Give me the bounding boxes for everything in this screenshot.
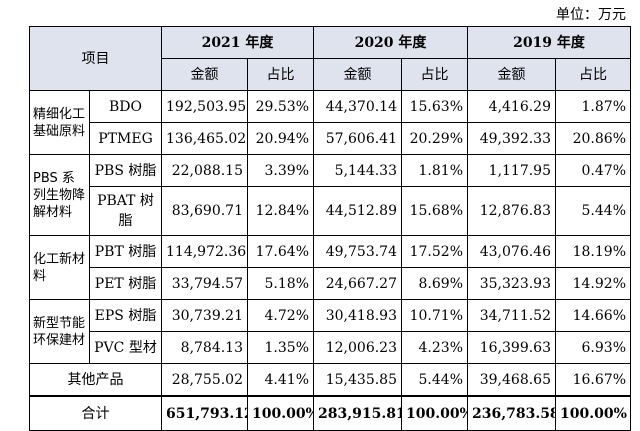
cell-value: 18.19% xyxy=(555,235,631,268)
cell-value: 30,739.21 xyxy=(161,299,248,332)
cell-value: 12,876.83 xyxy=(467,186,556,236)
table-row-total: 合计 651,793.12 100.00% 283,915.81 100.00%… xyxy=(29,395,631,431)
header-ratio: 占比 xyxy=(247,58,314,91)
cell-value: 35,323.93 xyxy=(467,267,556,300)
cell-value: 8.69% xyxy=(401,267,468,300)
cell-value: 28,755.02 xyxy=(161,363,248,397)
cell-value: 44,370.14 xyxy=(313,90,402,123)
product-name: BDO xyxy=(89,90,162,123)
cell-value: 15,435.85 xyxy=(313,363,402,397)
unit-label: 单位：万元 xyxy=(556,7,626,23)
total-value: 283,915.81 xyxy=(313,395,402,431)
category-fine-chemical: 精细化工基础原料 xyxy=(29,90,90,155)
other-products-label: 其他产品 xyxy=(29,363,162,397)
cell-value: 8,784.13 xyxy=(161,331,248,364)
header-ratio: 占比 xyxy=(401,58,468,91)
cell-value: 1.87% xyxy=(555,90,631,123)
table-row: 精细化工基础原料 BDO 192,503.95 29.53% 44,370.14… xyxy=(29,90,631,155)
cell-value: 3.39% xyxy=(247,154,314,187)
cell-value: 44,512.89 xyxy=(313,186,402,236)
cell-value: 4.72% xyxy=(247,299,314,332)
cell-value: 15.68% xyxy=(401,186,468,236)
cell-value: 4.23% xyxy=(401,331,468,364)
product-name: PET 树脂 xyxy=(89,267,162,300)
cell-value: 20.29% xyxy=(401,122,468,155)
cell-value: 30,418.93 xyxy=(313,299,402,332)
product-name: PBS 树脂 xyxy=(89,154,162,187)
cell-value: 83,690.71 xyxy=(161,186,248,236)
total-value: 236,783.58 xyxy=(467,395,556,431)
cell-value: 5.18% xyxy=(247,267,314,300)
cell-value: 29.53% xyxy=(247,90,314,123)
cell-value: 16.67% xyxy=(555,363,631,397)
cell-value: 192,503.95 xyxy=(161,90,248,123)
cell-value: 4,416.29 xyxy=(467,90,556,123)
header-year-2021: 2021 年度 xyxy=(161,26,314,59)
header-item: 项目 xyxy=(29,26,162,91)
cell-value: 12.84% xyxy=(247,186,314,236)
cell-value: 1.35% xyxy=(247,331,314,364)
table-row: 新型节能环保建材 EPS 树脂 30,739.21 4.72% 30,418.9… xyxy=(29,299,631,364)
header-year-2020: 2020 年度 xyxy=(313,26,468,59)
header-amount: 金额 xyxy=(467,58,556,91)
table-row: PET 树脂 33,794.57 5.18% 24,667.27 8.69% 3… xyxy=(30,267,631,300)
cell-value: 5,144.33 xyxy=(313,154,402,187)
table-row: PBS 系列生物降解材料 PBS 树脂 22,088.15 3.39% 5,14… xyxy=(29,154,631,236)
cell-value: 57,606.41 xyxy=(313,122,402,155)
cell-value: 114,972.36 xyxy=(161,235,248,268)
product-name: PBT 树脂 xyxy=(89,235,162,268)
header-row-years: 项目 2021 年度 2020 年度 2019 年度 xyxy=(29,26,631,91)
cell-value: 1,117.95 xyxy=(467,154,556,187)
category-new-materials: 化工新材料 xyxy=(29,235,90,300)
product-name: PVC 型材 xyxy=(89,331,162,364)
cell-value: 16,399.63 xyxy=(467,331,556,364)
cell-value: 43,076.46 xyxy=(467,235,556,268)
cell-value: 17.52% xyxy=(401,235,468,268)
cell-value: 24,667.27 xyxy=(313,267,402,300)
table-row: PBAT 树脂 83,690.71 12.84% 44,512.89 15.68… xyxy=(30,186,631,236)
product-name: EPS 树脂 xyxy=(89,299,162,332)
cell-value: 33,794.57 xyxy=(161,267,248,300)
cell-value: 20.86% xyxy=(555,122,631,155)
cell-value: 14.66% xyxy=(555,299,631,332)
product-name: PTMEG xyxy=(89,122,162,155)
total-label: 合计 xyxy=(29,395,162,431)
cell-value: 39,468.65 xyxy=(467,363,556,397)
header-ratio: 占比 xyxy=(555,58,631,91)
category-building-materials: 新型节能环保建材 xyxy=(29,299,90,364)
header-row-sub: 金额 占比 金额 占比 金额 占比 xyxy=(30,58,631,91)
table-row: PTMEG 136,465.02 20.94% 57,606.41 20.29%… xyxy=(30,122,631,155)
category-pbs-biodegradable: PBS 系列生物降解材料 xyxy=(29,154,90,236)
cell-value: 17.64% xyxy=(247,235,314,268)
header-year-2019: 2019 年度 xyxy=(467,26,631,59)
table-row: PVC 型材 8,784.13 1.35% 12,006.23 4.23% 16… xyxy=(30,331,631,364)
header-amount: 金额 xyxy=(313,58,402,91)
total-value: 100.00% xyxy=(247,395,314,431)
total-value: 651,793.12 xyxy=(161,395,248,431)
total-value: 100.00% xyxy=(401,395,468,431)
revenue-table: 项目 2021 年度 2020 年度 2019 年度 金额 占比 金额 占比 金… xyxy=(29,26,631,431)
product-name: PBAT 树脂 xyxy=(89,186,162,236)
cell-value: 20.94% xyxy=(247,122,314,155)
cell-value: 14.92% xyxy=(555,267,631,300)
cell-value: 22,088.15 xyxy=(161,154,248,187)
cell-value: 49,392.33 xyxy=(467,122,556,155)
cell-value: 5.44% xyxy=(401,363,468,397)
cell-value: 1.81% xyxy=(401,154,468,187)
cell-value: 136,465.02 xyxy=(161,122,248,155)
cell-value: 0.47% xyxy=(555,154,631,187)
cell-value: 10.71% xyxy=(401,299,468,332)
table-row-other: 其他产品 28,755.02 4.41% 15,435.85 5.44% 39,… xyxy=(29,363,631,397)
cell-value: 6.93% xyxy=(555,331,631,364)
cell-value: 49,753.74 xyxy=(313,235,402,268)
header-amount: 金额 xyxy=(161,58,248,91)
cell-value: 5.44% xyxy=(555,186,631,236)
cell-value: 34,711.52 xyxy=(467,299,556,332)
cell-value: 12,006.23 xyxy=(313,331,402,364)
table-row: 化工新材料 PBT 树脂 114,972.36 17.64% 49,753.74… xyxy=(29,235,631,300)
total-value: 100.00% xyxy=(555,395,631,431)
cell-value: 4.41% xyxy=(247,363,314,397)
cell-value: 15.63% xyxy=(401,90,468,123)
